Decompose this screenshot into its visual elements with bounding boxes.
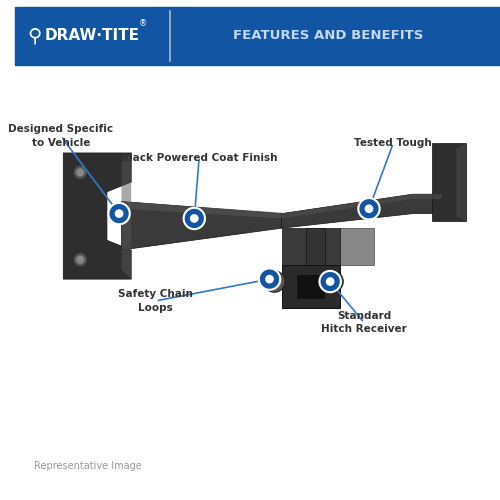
- Polygon shape: [340, 228, 374, 264]
- Circle shape: [184, 208, 205, 229]
- Polygon shape: [122, 153, 131, 279]
- Text: Designed Specific
to Vehicle: Designed Specific to Vehicle: [8, 124, 114, 148]
- Circle shape: [77, 256, 84, 263]
- Text: ⚲: ⚲: [27, 26, 42, 46]
- Text: Tested Tough: Tested Tough: [354, 138, 432, 148]
- Polygon shape: [306, 228, 326, 264]
- Polygon shape: [122, 202, 282, 218]
- Circle shape: [264, 271, 285, 292]
- Circle shape: [108, 203, 130, 224]
- Circle shape: [77, 169, 84, 176]
- Text: Safety Chain
Loops: Safety Chain Loops: [118, 290, 193, 312]
- Circle shape: [320, 271, 341, 292]
- Polygon shape: [282, 264, 340, 308]
- Text: Black Powered Coat Finish: Black Powered Coat Finish: [121, 153, 278, 163]
- Polygon shape: [64, 153, 131, 279]
- Circle shape: [74, 254, 86, 266]
- Circle shape: [358, 198, 380, 220]
- Circle shape: [190, 214, 198, 223]
- Circle shape: [259, 268, 280, 290]
- Polygon shape: [432, 143, 466, 221]
- Circle shape: [265, 274, 274, 283]
- Polygon shape: [122, 202, 282, 250]
- Polygon shape: [282, 228, 340, 264]
- Circle shape: [74, 166, 86, 178]
- Circle shape: [114, 209, 124, 218]
- Polygon shape: [296, 274, 326, 298]
- Text: Representative Image: Representative Image: [34, 461, 142, 471]
- Text: FEATURES AND BENEFITS: FEATURES AND BENEFITS: [232, 30, 423, 43]
- Circle shape: [322, 271, 344, 292]
- Circle shape: [364, 204, 374, 213]
- Polygon shape: [282, 194, 442, 228]
- Text: DRAW·TITE: DRAW·TITE: [45, 28, 140, 44]
- Bar: [14, 8, 500, 64]
- Polygon shape: [282, 194, 442, 218]
- Circle shape: [326, 277, 334, 286]
- Polygon shape: [456, 143, 466, 221]
- Text: ®: ®: [139, 20, 147, 28]
- Text: Standard
Hitch Receiver: Standard Hitch Receiver: [322, 311, 407, 334]
